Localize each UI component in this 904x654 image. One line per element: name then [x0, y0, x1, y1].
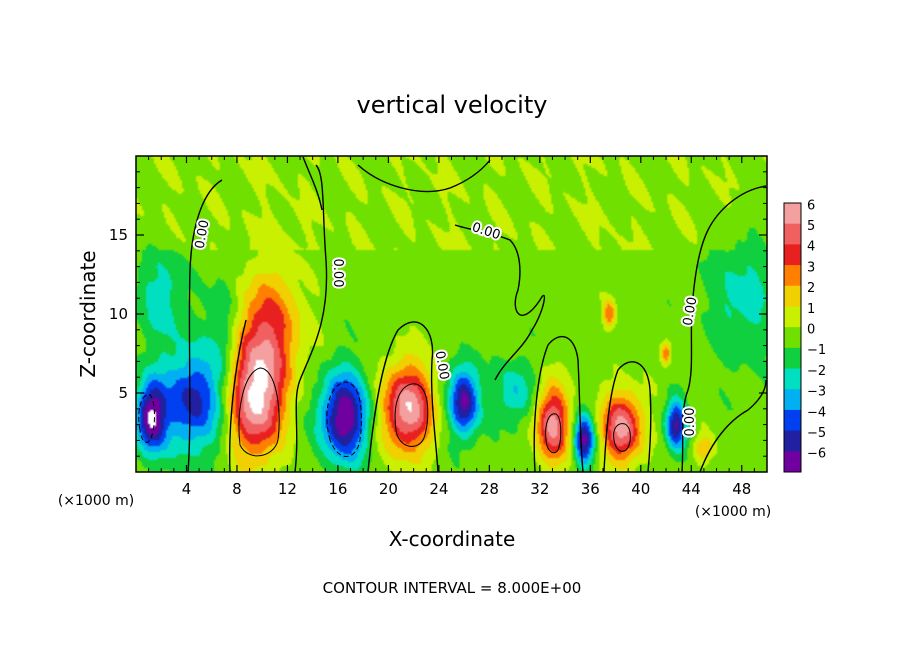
- colorbar-swatch: [784, 451, 801, 473]
- x-tick-label: 24: [429, 480, 448, 498]
- contour-line-positive: [394, 383, 429, 447]
- x-tick-label: 8: [232, 480, 242, 498]
- x-tick-label: 28: [480, 480, 499, 498]
- colorbar-tick-label: 5: [807, 219, 815, 234]
- colorbar-tick-label: −4: [807, 405, 826, 420]
- zero-contour-line: [357, 159, 491, 193]
- colorbar-swatch: [784, 203, 801, 225]
- colorbar-swatch: [784, 430, 801, 452]
- x-tick-label: 4: [182, 480, 192, 498]
- colorbar-tick-label: −1: [807, 343, 826, 358]
- colorbar-swatch: [784, 285, 801, 307]
- y-tick-label: 10: [109, 305, 128, 323]
- colorbar-swatch: [784, 327, 801, 349]
- colorbar-tick-label: −5: [807, 426, 826, 441]
- x-axis-label: X-coordinate: [389, 527, 516, 551]
- y-axis: 5 10 15: [109, 171, 767, 457]
- contour-line-positive: [613, 423, 631, 452]
- x-tick-label: 20: [379, 480, 398, 498]
- zero-contour-line: [187, 179, 223, 472]
- zero-contour-line: [367, 321, 439, 472]
- colorbar-swatch: [784, 368, 801, 390]
- contour-label: 0.00: [681, 296, 701, 327]
- contour-line-positive: [238, 367, 280, 457]
- colorbar-tick-label: 2: [807, 281, 815, 296]
- colorbar-tick-label: 0: [807, 323, 815, 338]
- contour-label: 0.00: [193, 219, 213, 250]
- colorbar-tick-label: −3: [807, 385, 826, 400]
- colorbar-swatch: [784, 409, 801, 432]
- contour-interval-note: CONTOUR INTERVAL = 8.000E+00: [323, 579, 582, 597]
- x-tick-label: 48: [732, 480, 751, 498]
- zero-contour-line: [603, 361, 652, 472]
- colorbar-swatch: [784, 265, 801, 287]
- colorbar-frame: [783, 202, 802, 473]
- colorbar-tick-label: 1: [807, 302, 815, 317]
- y-tick-label: 15: [109, 226, 128, 244]
- chart-title: vertical velocity: [357, 91, 548, 119]
- contour-line-positive: [545, 413, 562, 454]
- zero-contour-line: [699, 379, 767, 472]
- colorbar-tick-label: 4: [807, 240, 815, 255]
- colorbar-swatch: [784, 306, 801, 328]
- colorbar-swatch: [784, 223, 801, 245]
- y-tick-label: 5: [118, 384, 128, 402]
- colorbar-tick-label: 6: [807, 198, 815, 213]
- heatmap-image: [136, 156, 767, 472]
- y-axis-label: Z-coordinate: [76, 250, 100, 377]
- contour-line-negative: [326, 381, 362, 457]
- zero-contour-line: [533, 335, 584, 472]
- contour-line-negative: [138, 394, 155, 443]
- contour-label: 0.00: [683, 408, 698, 437]
- x-tick-label: 40: [631, 480, 650, 498]
- x-axis: 4 8 12 16 20 24 28 32 36 40 44 48: [148, 156, 755, 498]
- colorbar-swatch: [784, 347, 801, 370]
- x-tick-label: 16: [328, 480, 347, 498]
- plot-area: 0.00 0.00 0.00 0.00 0.00 0.00: [135, 155, 768, 473]
- y-units-label: (×1000 m): [695, 504, 771, 520]
- x-units-label: (×1000 m): [58, 493, 134, 509]
- colorbar-swatch: [784, 244, 801, 266]
- colorbar: 6 5 4 3 2 1 0 −1 −2 −3 −4 −5 −6: [783, 198, 826, 473]
- colorbar-tick-label: 3: [807, 260, 815, 275]
- x-tick-label: 36: [581, 480, 600, 498]
- zero-contour-lines: [138, 156, 767, 472]
- x-tick-label: 12: [278, 480, 297, 498]
- zero-contour-line: [454, 224, 546, 381]
- colorbar-swatch: [784, 389, 801, 411]
- colorbar-tick-label: −6: [807, 447, 826, 462]
- contour-label: 0.00: [432, 350, 452, 381]
- x-tick-label: 32: [530, 480, 549, 498]
- zero-contour-line: [294, 164, 328, 472]
- x-tick-label: 44: [682, 480, 701, 498]
- contour-label: 0.00: [330, 259, 345, 288]
- colorbar-tick-label: −2: [807, 364, 826, 379]
- zero-contour-line: [681, 185, 767, 472]
- zero-contour-line: [302, 156, 323, 211]
- zero-contour-line: [229, 319, 247, 472]
